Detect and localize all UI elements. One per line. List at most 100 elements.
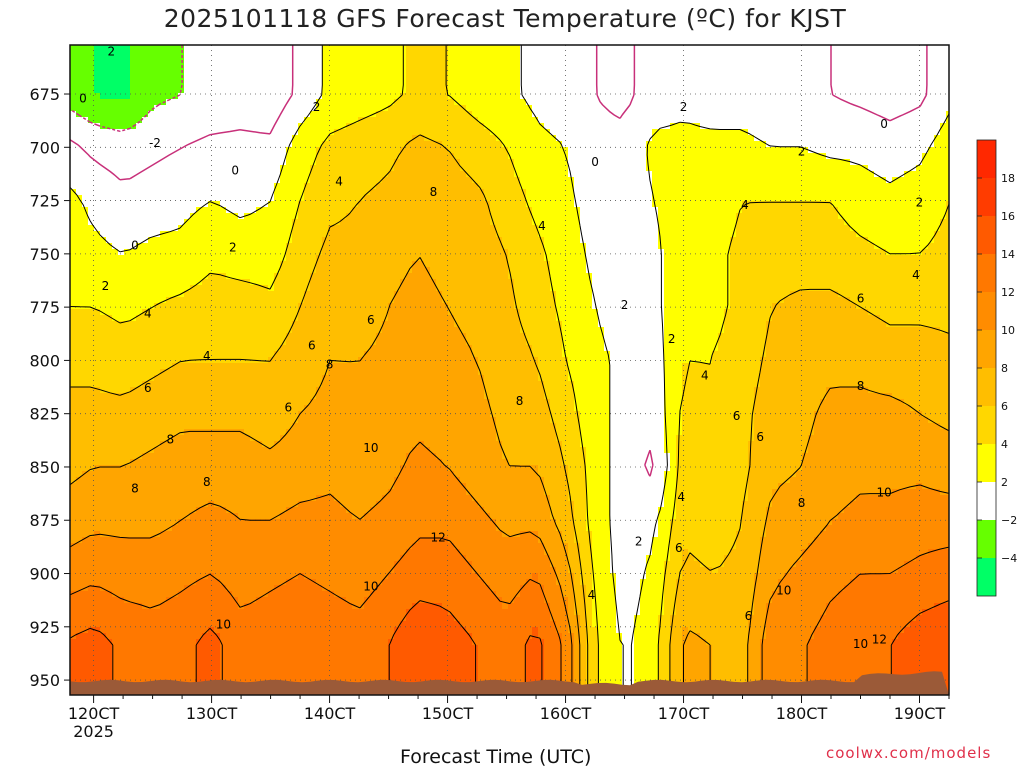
temp-cell <box>154 291 161 298</box>
temp-cell <box>106 285 113 292</box>
temp-cell <box>256 411 263 418</box>
temp-cell <box>310 579 317 586</box>
temp-cell <box>340 567 347 574</box>
temp-cell <box>298 447 305 454</box>
temp-cell <box>334 603 341 610</box>
temp-cell <box>178 243 185 250</box>
temp-cell <box>82 459 89 466</box>
temp-cell <box>268 345 275 352</box>
temp-cell <box>214 519 221 526</box>
temp-cell <box>298 501 305 508</box>
temp-cell <box>298 171 305 178</box>
temp-cell <box>292 201 299 208</box>
temp-cell <box>274 585 281 592</box>
temp-cell <box>334 507 341 514</box>
temp-cell <box>184 351 191 358</box>
temp-cell <box>178 231 185 238</box>
temp-cell <box>118 201 125 208</box>
temp-cell <box>334 273 341 280</box>
temp-cell <box>232 405 239 412</box>
temp-cell <box>124 273 131 280</box>
temp-cell <box>244 105 251 112</box>
temp-cell <box>154 45 161 52</box>
temp-cell <box>226 207 233 214</box>
temp-cell <box>148 573 155 580</box>
temp-cell <box>184 657 191 664</box>
temp-cell <box>322 309 329 316</box>
temp-cell <box>166 381 173 388</box>
temp-cell <box>262 675 269 682</box>
temp-cell <box>316 207 323 214</box>
temp-cell <box>238 645 245 652</box>
temp-cell <box>238 675 245 682</box>
temp-cell <box>238 567 245 574</box>
temp-cell <box>226 429 233 436</box>
temp-cell <box>232 183 239 190</box>
temp-cell <box>232 291 239 298</box>
temp-cell <box>76 381 83 388</box>
temp-cell <box>142 339 149 346</box>
temp-cell <box>316 585 323 592</box>
temp-cell <box>160 63 167 70</box>
temp-cell <box>220 483 227 490</box>
temp-cell <box>274 591 281 598</box>
temp-cell <box>298 189 305 196</box>
temp-cell <box>94 123 101 130</box>
temp-cell <box>184 543 191 550</box>
temp-cell <box>184 465 191 472</box>
temp-cell <box>88 459 95 466</box>
temp-cell <box>136 327 143 334</box>
temp-cell <box>202 633 209 640</box>
temp-cell <box>112 411 119 418</box>
temp-cell <box>322 411 329 418</box>
temp-cell <box>184 477 191 484</box>
temp-cell <box>286 93 293 100</box>
temp-cell <box>298 57 305 64</box>
temp-cell <box>70 585 77 592</box>
temp-cell <box>166 417 173 424</box>
temp-cell <box>154 165 161 172</box>
temp-cell <box>184 453 191 460</box>
temp-cell <box>304 531 311 538</box>
temp-cell <box>118 261 125 268</box>
temp-cell <box>160 441 167 448</box>
temp-cell <box>286 399 293 406</box>
temp-cell <box>88 297 95 304</box>
temp-cell <box>334 471 341 478</box>
temp-cell <box>244 603 251 610</box>
temp-cell <box>148 69 155 76</box>
temp-cell <box>232 399 239 406</box>
temp-cell <box>304 429 311 436</box>
temp-cell <box>160 465 167 472</box>
temp-cell <box>298 255 305 262</box>
temp-cell <box>268 573 275 580</box>
temp-cell <box>136 483 143 490</box>
temp-cell <box>190 375 197 382</box>
temp-cell <box>100 195 107 202</box>
temp-cell <box>208 315 215 322</box>
temp-cell <box>124 525 131 532</box>
temp-cell <box>160 459 167 466</box>
temp-cell <box>274 381 281 388</box>
temp-cell <box>310 273 317 280</box>
temp-cell <box>160 57 167 64</box>
temp-cell <box>286 459 293 466</box>
temp-cell <box>196 585 203 592</box>
temp-cell <box>76 519 83 526</box>
temp-cell <box>256 423 263 430</box>
temp-cell <box>280 501 287 508</box>
temp-cell <box>310 573 317 580</box>
temp-cell <box>94 237 101 244</box>
temp-cell <box>82 63 89 70</box>
temp-cell <box>112 315 119 322</box>
temp-cell <box>274 405 281 412</box>
temp-cell <box>202 567 209 574</box>
temp-cell <box>208 261 215 268</box>
temp-cell <box>226 621 233 628</box>
temp-cell <box>214 51 221 58</box>
temp-cell <box>148 633 155 640</box>
temp-cell <box>232 117 239 124</box>
temp-cell <box>148 243 155 250</box>
temp-cell <box>280 45 287 52</box>
temp-cell <box>220 543 227 550</box>
